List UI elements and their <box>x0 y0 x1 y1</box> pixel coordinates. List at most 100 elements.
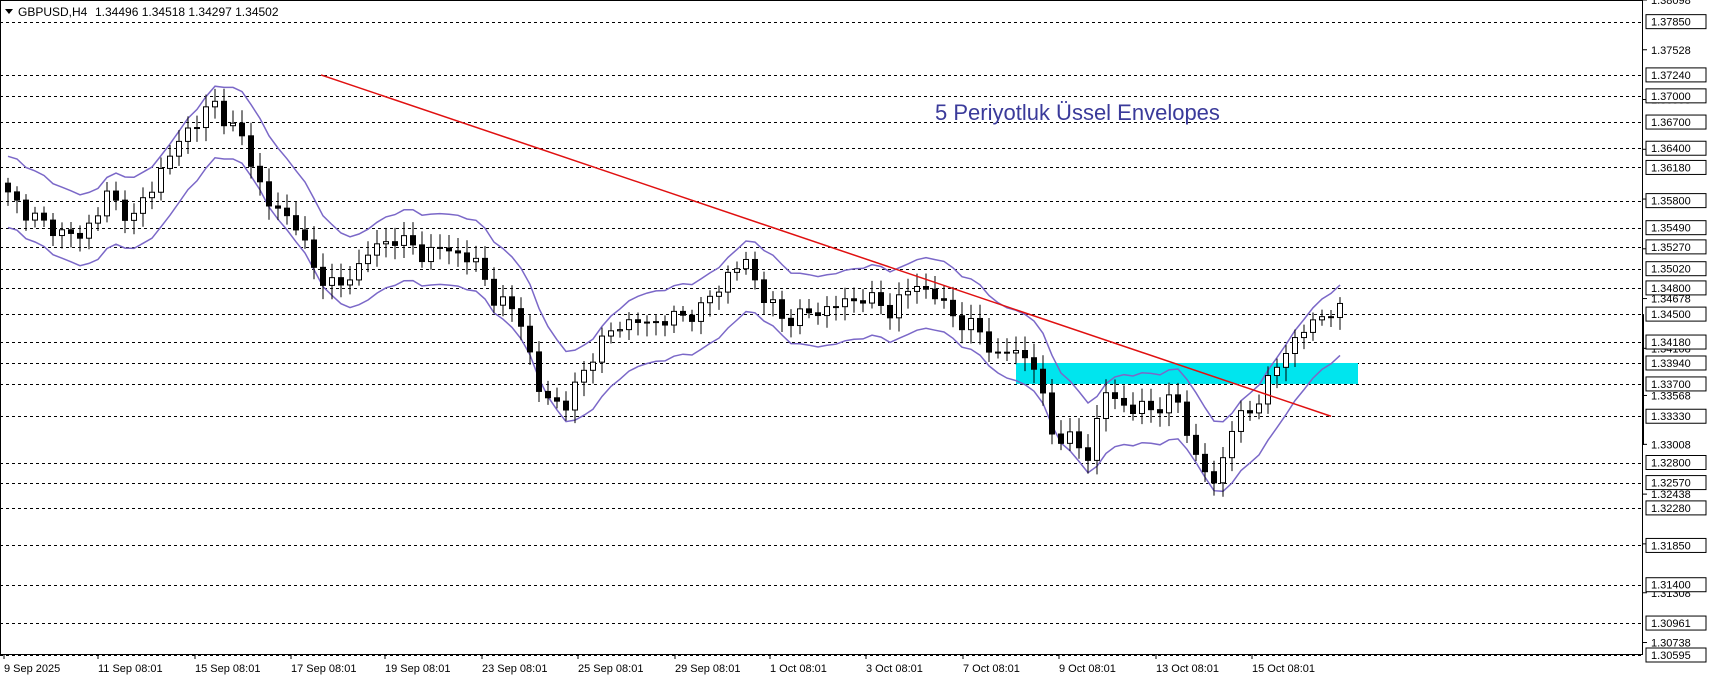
price-level-box <box>1645 14 1707 30</box>
zone-rect[interactable] <box>1016 362 1358 384</box>
price-level-box <box>1645 114 1707 130</box>
time-axis: 9 Sep 2025 11 Sep 08:01 15 Sep 08:01 17 Sep… <box>3 655 1315 675</box>
candle-bull <box>131 212 137 221</box>
price-tick-label: 1.37528 <box>1651 45 1691 57</box>
price-level-box <box>1645 408 1707 424</box>
price-level-box <box>1645 537 1707 553</box>
candle-bull <box>743 258 749 270</box>
candle-bear <box>887 304 893 319</box>
candle-bull <box>599 335 605 363</box>
candle-bear <box>878 292 884 306</box>
price-level-box <box>1645 475 1707 491</box>
candle-bull <box>383 241 389 245</box>
candle-bull <box>770 299 776 303</box>
candle-bear <box>689 314 695 322</box>
candle-bear <box>392 241 398 246</box>
price-level-label: 1.33940 <box>1651 358 1691 370</box>
candle-bear <box>437 246 443 249</box>
candle-bear <box>5 182 11 193</box>
candle-bear <box>1202 453 1208 473</box>
candle-bear <box>1049 392 1055 435</box>
symbol-label: GBPUSD,H4 <box>18 5 88 19</box>
candle-bull <box>1013 350 1019 354</box>
price-level-label: 1.31400 <box>1651 580 1691 592</box>
candle-bear <box>833 306 839 309</box>
candle-bull <box>185 127 191 142</box>
candle-bear <box>248 135 254 167</box>
trendline-line[interactable] <box>320 74 1332 417</box>
candle-bull <box>617 329 623 332</box>
candle-bear <box>1040 368 1046 394</box>
candle-bull <box>869 292 875 304</box>
candle-bear <box>959 315 965 331</box>
candle-bear <box>41 212 47 221</box>
price-level-label: 1.36400 <box>1651 143 1691 155</box>
price-tick-label: 1.30738 <box>1651 638 1691 650</box>
candle-bull <box>644 321 650 324</box>
price-level-label: 1.32800 <box>1651 458 1691 470</box>
candle-bull <box>347 279 353 286</box>
candle-bear <box>491 278 497 306</box>
candle-bear <box>275 205 281 209</box>
time-tick-label: 3 Oct 08:01 <box>866 663 923 675</box>
candle-bear <box>1076 431 1082 449</box>
candle-bull <box>842 298 848 308</box>
candle-bear <box>257 165 263 183</box>
candle-bear <box>986 331 992 353</box>
candle-bear <box>410 235 416 246</box>
candle-bull <box>716 291 722 297</box>
trendline[interactable] <box>320 74 1332 417</box>
envelopes-annotation[interactable]: 5 Periyotluk Üssel Envelopes <box>935 100 1220 125</box>
dropdown-triangle-icon[interactable] <box>5 9 13 14</box>
candle-bear <box>455 250 461 254</box>
candle-bull <box>149 191 155 199</box>
candle-bull <box>725 271 731 293</box>
candle-bull <box>1220 457 1226 484</box>
candle-bear <box>1247 410 1253 414</box>
candle-bull <box>1310 319 1316 333</box>
support-zone <box>1016 362 1358 384</box>
envelopes-indicator <box>7 85 1341 493</box>
candle-bull <box>212 100 218 108</box>
candle-bear <box>266 181 272 207</box>
candle-bear <box>50 219 56 237</box>
candle-bear <box>1211 471 1217 484</box>
price-level-label: 1.37850 <box>1651 17 1691 29</box>
candle-bear <box>482 257 488 280</box>
price-axis: 1.380981.375281.369581.363881.358181.352… <box>1642 0 1707 663</box>
candle-bear <box>518 308 524 327</box>
candle-bull <box>653 321 659 324</box>
candle-bear <box>1085 447 1091 461</box>
price-level-box <box>1645 615 1707 631</box>
candle-bull <box>203 106 209 129</box>
candle-bear <box>527 325 533 353</box>
candle-bear <box>662 321 668 326</box>
candle-bull <box>356 263 362 281</box>
candle-bear <box>635 319 641 323</box>
price-level-box <box>1645 239 1707 255</box>
price-level-box <box>1645 577 1707 593</box>
price-level-box <box>1645 193 1707 209</box>
candle-bull <box>671 310 677 326</box>
candle-bear <box>761 279 767 303</box>
candle-bear <box>293 215 299 231</box>
price-level-label: 1.34180 <box>1651 337 1691 349</box>
candle-bear <box>1184 401 1190 436</box>
candle-bear <box>509 296 515 310</box>
price-level-label: 1.33700 <box>1651 379 1691 391</box>
candle-bull <box>329 277 335 286</box>
candle-bear <box>419 244 425 263</box>
candle-bear <box>536 351 542 392</box>
price-level-label: 1.31850 <box>1651 540 1691 552</box>
candle-bear <box>1175 394 1181 403</box>
candle-bull <box>32 212 38 221</box>
candle-bear <box>239 122 245 137</box>
price-level-label: 1.34500 <box>1651 309 1691 321</box>
price-tick-label: 1.32438 <box>1651 489 1691 501</box>
time-tick-label: 25 Sep 08:01 <box>578 663 643 675</box>
price-level-box <box>1645 355 1707 371</box>
candle-bull <box>1139 400 1145 414</box>
candle-bull <box>572 381 578 411</box>
candle-bear <box>680 310 686 316</box>
